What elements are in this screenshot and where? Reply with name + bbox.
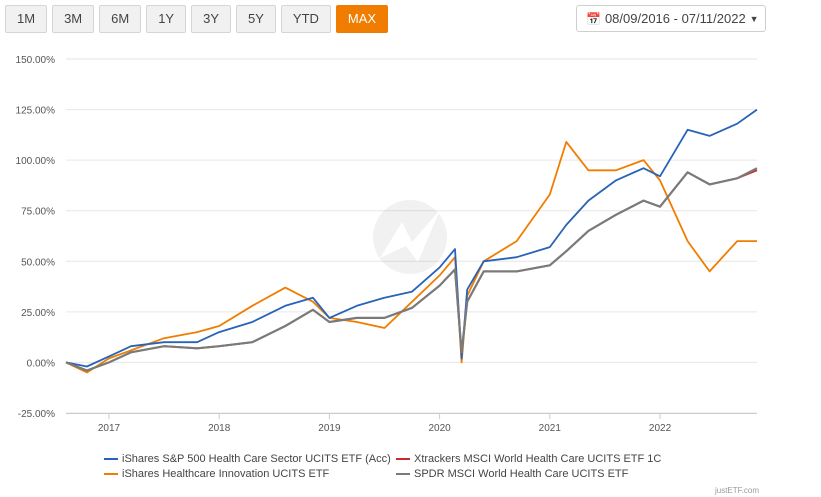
x-axis-ticks: 2017 2018 2019 2020 2021 2022 bbox=[98, 423, 672, 434]
range-button-max[interactable]: MAX bbox=[335, 5, 389, 33]
series-lines bbox=[65, 108, 758, 374]
y-tick-label: 150.00% bbox=[16, 55, 56, 66]
x-tick-label: 2018 bbox=[208, 423, 231, 434]
legend-label: SPDR MSCI World Health Care UCITS ETF bbox=[414, 468, 629, 480]
legend-item-spdr-world-health[interactable]: SPDR MSCI World Health Care UCITS ETF bbox=[396, 468, 628, 480]
caret-down-icon: ▼ bbox=[749, 13, 759, 24]
date-range-text: 08/09/2016 - 07/11/2022 bbox=[604, 11, 746, 26]
watermark-logo bbox=[373, 200, 447, 274]
range-button-ytd[interactable]: YTD bbox=[280, 5, 331, 33]
range-button-3m[interactable]: 3M bbox=[52, 5, 95, 33]
legend-item-xtrackers-world-health[interactable]: Xtrackers MSCI World Health Care UCITS E… bbox=[396, 453, 661, 465]
y-tick-label: -25.00% bbox=[18, 409, 55, 420]
series-line-ishares-sp500-health bbox=[65, 108, 758, 368]
legend-item-ishares-sp500-health[interactable]: iShares S&P 500 Health Care Sector UCITS… bbox=[104, 453, 391, 465]
x-tick-label: 2020 bbox=[428, 423, 451, 434]
y-tick-label: 0.00% bbox=[27, 358, 55, 369]
site-credit: justETF.com bbox=[714, 486, 759, 495]
range-button-5y[interactable]: 5Y bbox=[236, 5, 276, 33]
time-range-selector: 1M 3M 6M 1Y 3Y 5Y YTD MAX bbox=[5, 5, 389, 33]
legend-item-ishares-healthcare-innovation[interactable]: iShares Healthcare Innovation UCITS ETF bbox=[104, 468, 329, 480]
y-tick-label: 125.00% bbox=[16, 106, 56, 117]
legend-label: iShares S&P 500 Health Care Sector UCITS… bbox=[122, 453, 391, 465]
range-button-6m[interactable]: 6M bbox=[99, 5, 142, 33]
legend-swatch bbox=[104, 473, 118, 475]
x-tick-label: 2022 bbox=[649, 423, 672, 434]
x-tick-label: 2019 bbox=[318, 423, 341, 434]
x-tick-label: 2017 bbox=[98, 423, 121, 434]
y-tick-label: 25.00% bbox=[21, 308, 55, 319]
legend-swatch bbox=[396, 473, 410, 475]
date-range-picker[interactable]: 📅 08/09/2016 - 07/11/2022 ▼ bbox=[576, 5, 766, 32]
legend-label: iShares Healthcare Innovation UCITS ETF bbox=[122, 468, 330, 480]
legend-label: Xtrackers MSCI World Health Care UCITS E… bbox=[414, 453, 662, 465]
x-tick-label: 2021 bbox=[539, 423, 562, 434]
grid-lines bbox=[66, 58, 757, 419]
series-line-spdr-world-health bbox=[65, 167, 758, 372]
y-tick-label: 50.00% bbox=[21, 257, 55, 268]
legend-swatch bbox=[396, 458, 410, 460]
legend-swatch bbox=[104, 458, 118, 460]
calendar-icon: 📅 bbox=[586, 11, 601, 26]
range-button-1y[interactable]: 1Y bbox=[146, 5, 187, 33]
y-tick-label: 100.00% bbox=[16, 156, 56, 167]
y-tick-label: 75.00% bbox=[21, 207, 55, 218]
series-line-ishares-healthcare-innovation bbox=[65, 141, 757, 374]
range-button-1m[interactable]: 1M bbox=[5, 5, 48, 33]
y-axis-ticks: 150.00% 125.00% 100.00% 75.00% 50.00% 25.00% 0… bbox=[16, 55, 56, 420]
range-button-3y[interactable]: 3Y bbox=[191, 5, 231, 33]
